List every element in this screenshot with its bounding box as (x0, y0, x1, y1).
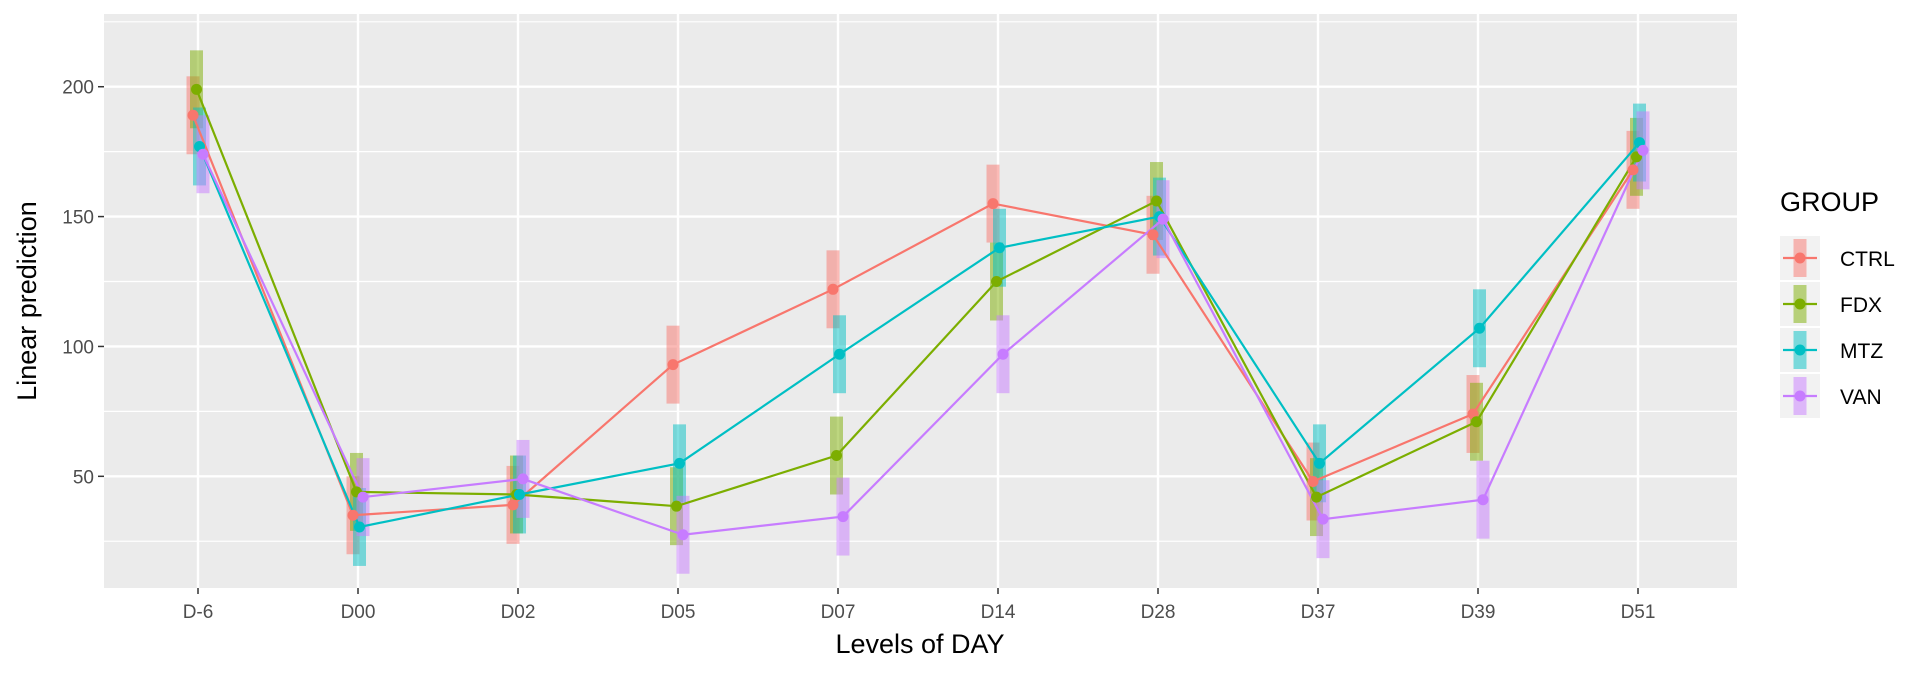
data-point-ctrl (507, 499, 519, 511)
legend: GROUP CTRL FDX MTZ VAN (1780, 187, 1895, 418)
series-points (187, 83, 1649, 541)
data-point-mtz (1314, 457, 1325, 469)
x-tick-label: D51 (1621, 602, 1656, 623)
data-point-fdx (1151, 195, 1162, 207)
data-point-ctrl (187, 109, 199, 121)
data-point-van (1157, 213, 1169, 225)
y-tick-label: 150 (62, 208, 94, 229)
data-point-fdx (991, 276, 1002, 288)
data-point-ctrl (827, 283, 839, 295)
data-point-van (357, 491, 369, 503)
data-point-mtz (1474, 322, 1485, 334)
legend-label-mtz: MTZ (1840, 340, 1883, 363)
legend-label-van: VAN (1840, 386, 1882, 409)
x-tick-label: D-6 (183, 602, 214, 623)
data-point-fdx (1471, 416, 1482, 428)
legend-title: GROUP (1780, 187, 1879, 217)
x-tick-label: D28 (1141, 602, 1176, 623)
data-point-van (837, 511, 849, 523)
x-tick-label: D37 (1301, 602, 1336, 623)
axes: 50 100 150 200 D-6 D00 D02 D05 D07 D14 D28 D37 D39 D5… (62, 78, 1655, 623)
series-line-mtz (198, 141, 1641, 529)
data-point-van (197, 148, 209, 160)
data-point-fdx (1311, 491, 1322, 503)
series-line-fdx (195, 88, 1638, 508)
data-point-mtz (834, 348, 845, 360)
series-lines (191, 88, 1645, 536)
x-tick-label: D05 (661, 602, 696, 623)
data-point-van (1637, 144, 1649, 156)
x-tick-label: D02 (501, 602, 536, 623)
data-point-fdx (671, 500, 682, 512)
data-point-ctrl (1147, 229, 1159, 241)
x-axis-title: Levels of DAY (835, 629, 1004, 659)
x-tick-label: D07 (821, 602, 856, 623)
data-point-ctrl (667, 359, 679, 371)
data-point-van (677, 529, 689, 541)
legend-label-fdx: FDX (1840, 294, 1882, 317)
data-point-van (1317, 513, 1329, 525)
data-point-ctrl (347, 509, 359, 521)
data-point-ctrl (1307, 476, 1319, 488)
data-point-ctrl (1627, 164, 1639, 176)
y-axis-title: Linear prediction (12, 201, 42, 401)
legend-key-point-ctrl (1794, 252, 1806, 264)
legend-key-point-mtz (1794, 344, 1806, 356)
data-point-fdx (191, 83, 202, 95)
y-tick-label: 50 (73, 467, 94, 488)
legend-label-ctrl: CTRL (1840, 248, 1895, 271)
data-point-mtz (514, 488, 525, 500)
x-tick-label: D14 (981, 602, 1016, 623)
legend-key-point-fdx (1794, 298, 1806, 310)
legend-key-point-van (1794, 390, 1806, 402)
x-tick-label: D00 (341, 602, 376, 623)
data-point-van (997, 348, 1009, 360)
y-tick-label: 200 (62, 78, 94, 99)
y-tick-label: 100 (62, 337, 94, 358)
x-tick-label: D39 (1461, 602, 1496, 623)
series-line-van (202, 149, 1645, 536)
data-point-van (1477, 494, 1489, 506)
data-point-mtz (674, 457, 685, 469)
data-point-ctrl (987, 198, 999, 210)
data-point-fdx (831, 450, 842, 462)
series-line-ctrl (191, 114, 1634, 517)
data-point-mtz (354, 521, 365, 533)
data-point-mtz (994, 242, 1005, 254)
data-point-van (517, 473, 529, 485)
